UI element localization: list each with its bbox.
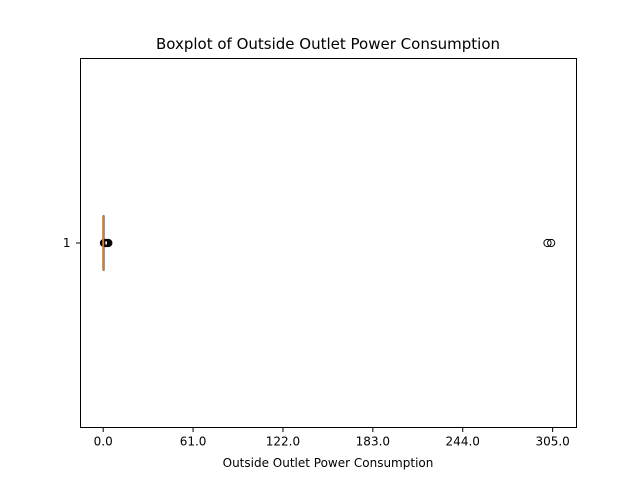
- x-tick-label: 122.0: [266, 435, 300, 449]
- outlier-point: [104, 238, 113, 248]
- plot-area-frame: [80, 58, 577, 428]
- boxplot-marks: [99, 215, 556, 271]
- y-axis-ticks: 1: [63, 236, 81, 250]
- x-tick-label: 244.0: [446, 435, 480, 449]
- outlier-point: [547, 238, 556, 248]
- outlier-point: [543, 238, 552, 248]
- x-tick-label: 183.0: [356, 435, 390, 449]
- x-tick-label: 61.0: [180, 435, 207, 449]
- x-tick-label: 305.0: [535, 435, 569, 449]
- y-tick-label: 1: [63, 236, 71, 250]
- chart-title: Boxplot of Outside Outlet Power Consumpt…: [156, 35, 500, 53]
- x-axis-ticks: 0.0 61.0 122.0 183.0 244.0 305.0: [94, 427, 570, 449]
- x-axis-label: Outside Outlet Power Consumption: [223, 456, 434, 470]
- x-tick-label: 0.0: [94, 435, 113, 449]
